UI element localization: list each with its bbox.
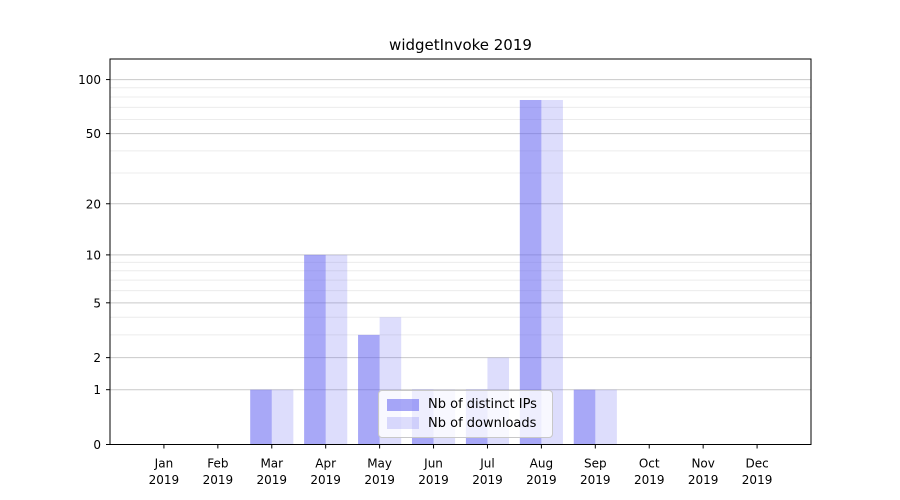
x-tick-label: Apr 2019 (310, 457, 341, 488)
bar-aug-series0 (519, 99, 542, 445)
bar-sep-series1 (595, 389, 617, 445)
legend-label-distinct-ips: Nb of distinct IPs (428, 397, 537, 413)
y-tick-label: 1 (93, 383, 101, 397)
x-tick-label: Mar 2019 (256, 457, 287, 488)
y-tick-label: 0 (93, 438, 101, 452)
bar-sep-series0 (573, 389, 596, 445)
legend-item-downloads: Nb of downloads (387, 416, 544, 431)
y-tick-label: 5 (93, 296, 101, 310)
x-tick-label: Feb 2019 (203, 457, 234, 488)
x-tick-label: Jun 2019 (418, 457, 449, 488)
y-tick-label: 50 (86, 127, 101, 141)
legend-label-downloads: Nb of downloads (428, 415, 537, 431)
legend-swatch-distinct-ips (387, 398, 419, 411)
bar-mar-series0 (250, 389, 272, 445)
x-tick-label: Jan 2019 (149, 457, 180, 488)
x-tick-label: Aug 2019 (526, 457, 557, 488)
legend-swatch-downloads (387, 417, 419, 430)
bar-apr-series1 (325, 254, 348, 445)
x-tick-label: Oct 2019 (634, 457, 665, 488)
y-tick-label: 20 (86, 197, 101, 211)
chart-title: widgetInvoke 2019 (389, 36, 532, 54)
x-tick-label: Jul 2019 (472, 457, 503, 488)
x-tick-label: Sep 2019 (580, 457, 611, 488)
x-tick-label: May 2019 (364, 457, 395, 488)
y-tick-label: 100 (78, 73, 101, 87)
x-tick-label: Nov 2019 (688, 457, 719, 488)
y-tick-label: 2 (93, 351, 101, 365)
plot-border (109, 58, 812, 445)
bar-may-series0 (358, 334, 380, 445)
x-tick-label: Dec 2019 (742, 457, 773, 488)
legend: Nb of distinct IPs Nb of downloads (378, 390, 553, 438)
bar-aug-series1 (541, 99, 563, 445)
bar-mar-series1 (271, 389, 294, 445)
legend-item-distinct-ips: Nb of distinct IPs (387, 397, 544, 412)
y-tick-label: 10 (86, 248, 101, 262)
bar-apr-series0 (304, 254, 326, 445)
